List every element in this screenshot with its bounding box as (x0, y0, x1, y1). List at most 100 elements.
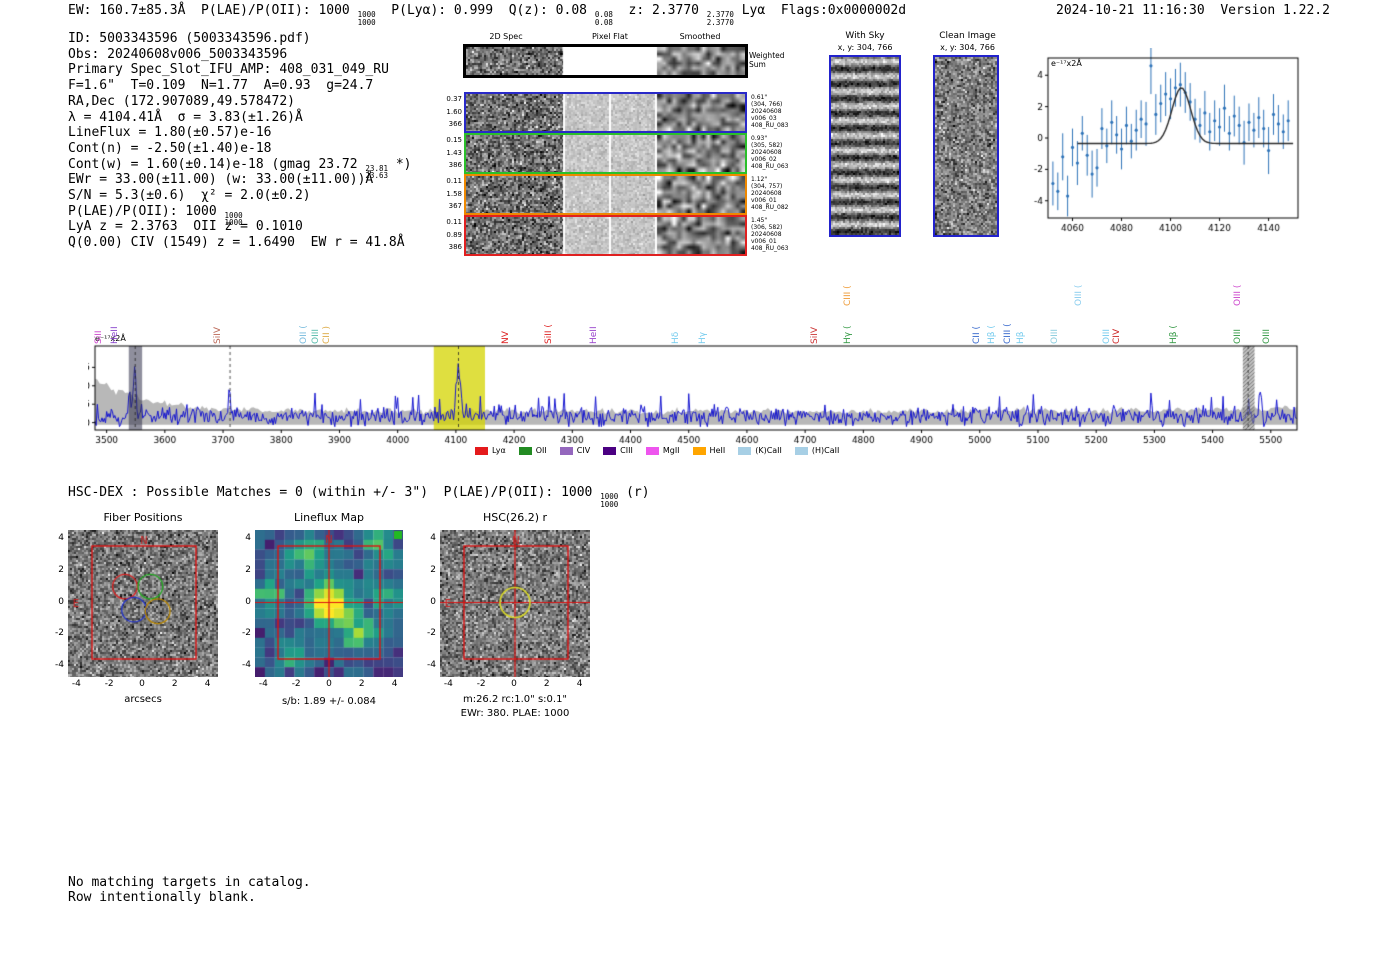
catalog-note-line-2: Row intentionally blank. (68, 890, 256, 905)
legend-item: CIV (559, 446, 591, 455)
text-segment: Lyα Flags:0x0000002d (733, 3, 907, 18)
spec2d-row-left-label: 0.37 (446, 95, 462, 103)
stacked-fraction: 1000 1000 (600, 493, 618, 508)
hsc-caption-1: m:26.2 rc:1.0" s:0.1" (462, 694, 568, 705)
spec2d-row-left-label: 0.11 (446, 218, 462, 226)
emission-line-label: CII ( (971, 326, 982, 344)
spec2d-header-2dspec: 2D Spec (489, 32, 523, 41)
detection-info-line: Obs: 20240608v006_5003343596 (68, 47, 287, 62)
emission-line-label: Hγ ( (842, 325, 853, 344)
lineflux-ytick-label: 0 (245, 596, 251, 607)
emission-line-label: SiII (93, 330, 104, 344)
legend-label: CIII (620, 446, 633, 455)
text-segment: Cont(w) = 1.60(±0.14)e-18 (gmag 23.72 (68, 156, 366, 172)
emission-line-label: OII ( (299, 325, 310, 344)
legend-swatch (603, 446, 617, 455)
emission-line-label: SiIV (810, 326, 821, 344)
catalog-note-line-1: No matching targets in catalog. (68, 875, 311, 890)
lineflux-xtick-label: 2 (358, 679, 365, 689)
legend-item: Lyα (475, 446, 506, 455)
emission-line-label: OIII (1261, 328, 1272, 344)
header-summary: EW: 160.7±85.3Å P(LAE)/P(OII): 1000 1000… (68, 3, 906, 26)
fraction-top: 1000 (224, 210, 243, 220)
emission-line-label: CIII ( (1003, 323, 1014, 344)
hsc-ytick-label: -2 (427, 628, 436, 639)
emission-line-label: Hδ (670, 331, 681, 344)
spec2d-row-image (466, 135, 745, 172)
fraction-bottom: 2.3770 (706, 17, 734, 27)
fraction-top: 23.81 (365, 163, 388, 173)
text-segment: *) (388, 156, 412, 172)
text-segment: Q(0.00) CIV (1549) z = 1.6490 EW r = 41.… (68, 235, 405, 251)
fraction-bottom: 1000 (600, 499, 619, 509)
legend-item: HeII (692, 446, 725, 455)
weighted-sum-label-top: Weighted (749, 51, 785, 60)
full-spectrum-canvas (88, 336, 1313, 448)
hsc-ytick-label: 2 (430, 564, 436, 575)
spec2d-row-image (466, 217, 745, 254)
spec2d-row (463, 44, 748, 78)
hsc-xtick-label: 0 (511, 679, 517, 689)
legend-item: OII (518, 446, 547, 455)
text-segment: Primary Spec_Slot_IFU_AMP: 408_031_049_R… (68, 62, 389, 78)
fraction-bottom: 0.08 (594, 17, 613, 27)
emission-line-label: CII ) (322, 326, 333, 344)
text-segment: Obs: 20240608v006_5003343596 (68, 46, 288, 62)
fiber-ytick-label: -2 (55, 628, 64, 639)
fraction-top: 1000 (600, 492, 619, 501)
spec2d-row-left-label: 0.15 (446, 136, 462, 144)
emission-line-label: Hβ ( (987, 325, 998, 344)
fraction-top: 0.08 (594, 10, 613, 19)
fiber-xtick-label: 2 (171, 679, 178, 689)
legend-swatch (475, 446, 488, 455)
hsc-xtick-label: 2 (543, 679, 550, 689)
text-segment: F=1.6" T=0.109 N=1.77 A=0.93 g=24.7 (68, 78, 374, 94)
line-fit-inset-canvas (1030, 48, 1320, 238)
legend-item: CIII (603, 446, 633, 455)
fiber-ytick-label: 4 (58, 532, 64, 543)
fiber-xlabel: arcsecs (124, 694, 162, 705)
emission-line-label: OIII (1232, 328, 1243, 344)
legend-label: OII (535, 446, 547, 455)
clean-image (935, 57, 997, 235)
clean-image-coords: x, y: 304, 766 (940, 43, 995, 52)
legend-swatch (645, 446, 659, 455)
emission-line-label: CIII ( (842, 285, 853, 306)
with-sky-title: With Sky (845, 31, 885, 41)
legend-label: CIV (576, 446, 591, 455)
detection-info-line: F=1.6" T=0.109 N=1.77 A=0.93 g=24.7 (68, 78, 373, 93)
spec2d-row (464, 215, 747, 256)
hsc-ytick-label: 4 (430, 532, 436, 543)
emission-line-label: Hβ (1016, 331, 1027, 344)
detection-info-line: S/N = 5.3(±0.6) χ² = 2.0(±0.2) (68, 188, 311, 203)
with-sky-coords: x, y: 304, 766 (837, 43, 893, 52)
emission-line-label: Hγ (697, 331, 708, 344)
text-segment: HSC-DEX : Possible Matches = 0 (within +… (68, 485, 601, 500)
lineflux-xtick-label: 4 (391, 679, 398, 689)
with-sky-cutout (829, 55, 901, 237)
spec2d-header-smoothed: Smoothed (679, 32, 721, 41)
legend-swatch (794, 446, 808, 455)
emission-line-label: NV (501, 331, 511, 344)
stacked-fraction: 2.3770 2.3770 (707, 11, 734, 26)
stacked-fraction: 1000 1000 (358, 11, 376, 26)
fiber-ytick-label: 0 (58, 596, 64, 607)
legend-swatch (692, 446, 706, 455)
hsc-cutout-canvas (440, 530, 590, 677)
spec2d-row-left-label: 1.43 (446, 148, 462, 157)
text-segment: P(LAE)/P(OII): 1000 (68, 203, 225, 219)
legend-item: (K)CaII (738, 446, 782, 455)
stacked-fraction: 0.08 0.08 (595, 11, 613, 26)
legend-label: (K)CaII (755, 446, 782, 455)
weighted-sum-label-bottom: Sum (749, 60, 766, 69)
detection-info-line: LyA z = 2.3763 OII z = 0.1010 (68, 219, 303, 234)
legend-swatch (518, 446, 532, 455)
clean-image-cutout (933, 55, 999, 237)
spec2d-row (464, 92, 747, 133)
fiber-xtick-label: -2 (104, 679, 114, 689)
text-segment: Cont(n) = -2.50(±1.40)e-18 (68, 140, 272, 156)
hsc-ytick-label: 0 (430, 596, 436, 607)
text-segment: EW: 160.7±85.3Å P(LAE)/P(OII): 1000 (68, 3, 358, 18)
stacked-fraction: 1000 1000 (225, 212, 243, 227)
detection-info-line: P(LAE)/P(OII): 1000 1000 1000 (68, 204, 243, 227)
